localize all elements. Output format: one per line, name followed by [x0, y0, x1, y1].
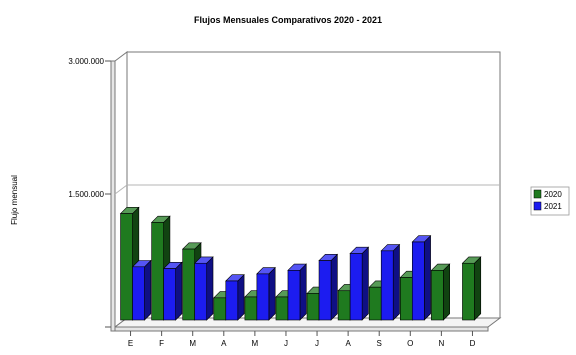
bar-front [182, 248, 196, 321]
bar-side [175, 261, 183, 321]
floor-edge [114, 326, 489, 332]
x-tick-label: A [345, 339, 351, 348]
bar-front [287, 270, 301, 321]
x-tick-label: A [221, 339, 227, 348]
bar-side [330, 253, 338, 321]
bar-side [443, 263, 450, 321]
bar-front [256, 273, 270, 321]
bar-2020 [430, 263, 451, 321]
bar-2021 [411, 234, 432, 321]
bars [119, 206, 482, 321]
bar-front [132, 266, 145, 321]
bar-2021 [162, 261, 183, 321]
bar-front [462, 262, 475, 321]
legend-label: 2021 [544, 202, 562, 211]
bar-front [318, 260, 332, 321]
x-tick-label: N [438, 339, 444, 348]
bar-front [399, 277, 413, 321]
bar-front [194, 262, 208, 321]
bar-front [244, 296, 258, 321]
bar-front [306, 293, 320, 321]
bar-front [151, 222, 164, 321]
x-tick-label: O [407, 339, 413, 348]
bar-2021 [193, 256, 214, 321]
bar-front [349, 253, 363, 321]
bar-front [225, 280, 239, 321]
bar-side [237, 273, 245, 321]
y-axis-title: Flujo mensual [10, 175, 19, 225]
x-tick-label: E [128, 339, 133, 348]
bar-2021 [287, 263, 307, 321]
legend-label: 2020 [544, 190, 562, 199]
y-tick-label: 3.000.000 [68, 57, 104, 66]
bar-2021 [131, 259, 152, 321]
bar-2021 [380, 243, 401, 321]
bar-side [144, 259, 152, 321]
grid-line-side [114, 184, 128, 195]
x-tick-label: J [284, 339, 288, 348]
x-tick-label: M [252, 339, 259, 348]
bar-side [474, 256, 482, 321]
bar-front [380, 250, 394, 321]
bar-front [337, 290, 351, 321]
x-tick-label: F [159, 339, 164, 348]
bar-2021 [349, 246, 370, 321]
bar-side [268, 266, 276, 321]
bar-2021 [256, 266, 276, 321]
bar-front [275, 296, 289, 321]
y-tick-label: 1.500.000 [68, 190, 104, 199]
chart-title: Flujos Mensuales Comparativos 2020 - 202… [194, 15, 382, 25]
bar-front [411, 241, 425, 321]
bar-front [163, 268, 176, 321]
legend-swatch [533, 189, 542, 199]
bar-side [361, 246, 369, 321]
legend: 2020 2021 [530, 186, 570, 216]
bar-side [206, 256, 214, 321]
bar-front [431, 270, 444, 321]
bar-side [392, 243, 400, 321]
grid-lines [114, 184, 500, 195]
wall-edge [110, 60, 116, 332]
bar-2021 [318, 253, 339, 321]
x-tick-label: J [315, 339, 319, 348]
legend-swatch [533, 201, 542, 211]
y-axis-ticks: 1.500.000 3.000.000 [68, 57, 111, 328]
x-tick-label: M [189, 339, 196, 348]
bar-2020 [461, 256, 482, 321]
bar-front [368, 286, 382, 321]
bar-side [299, 263, 307, 321]
bar-side [423, 234, 431, 321]
x-tick-label: D [470, 339, 476, 348]
bar-2021 [225, 273, 245, 321]
bar-front [120, 213, 133, 321]
bar-front [213, 297, 227, 321]
x-tick-label: S [377, 339, 382, 348]
